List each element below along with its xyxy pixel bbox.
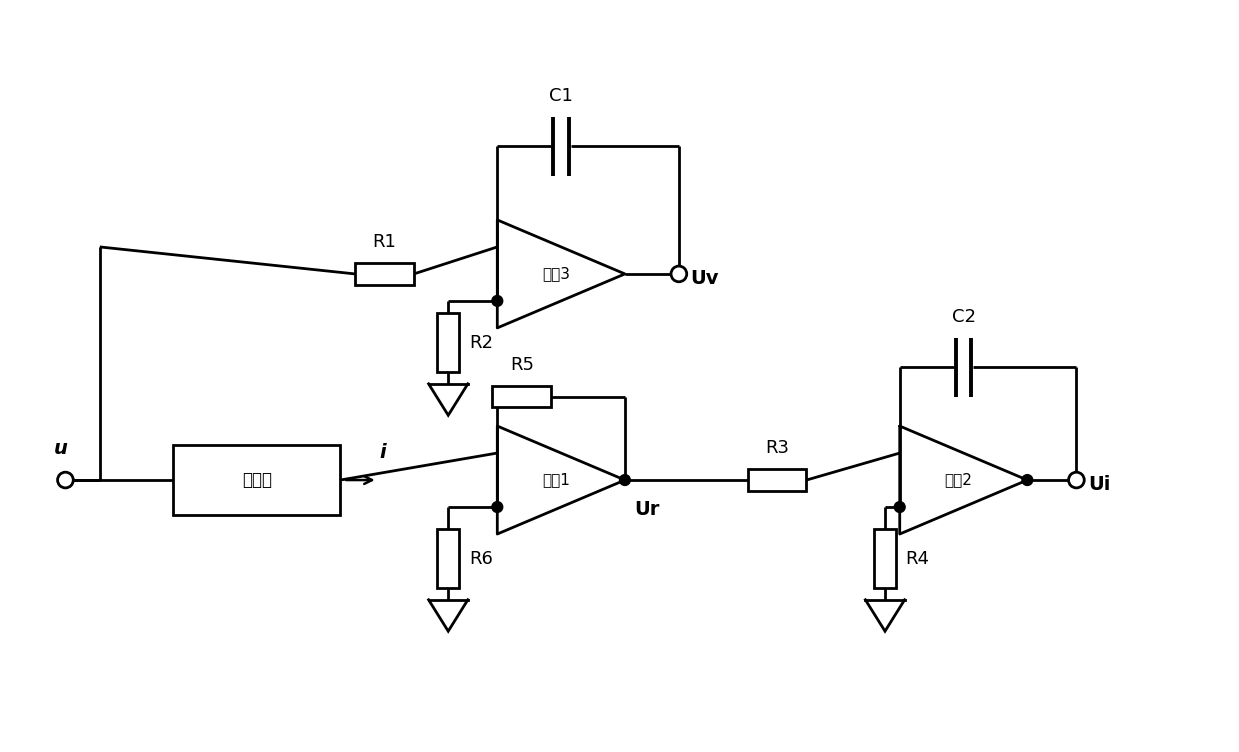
Circle shape xyxy=(895,502,906,512)
Text: 运放2: 运放2 xyxy=(944,472,973,487)
Text: Ui: Ui xyxy=(1088,475,1110,495)
Circle shape xyxy=(1022,475,1033,486)
Circle shape xyxy=(492,502,503,512)
Bar xyxy=(356,263,414,285)
Bar xyxy=(747,469,807,491)
Circle shape xyxy=(492,296,503,306)
Circle shape xyxy=(1068,472,1084,488)
Text: R2: R2 xyxy=(468,334,493,352)
Text: C1: C1 xyxy=(549,87,572,105)
Circle shape xyxy=(672,266,686,282)
Text: R1: R1 xyxy=(373,233,396,251)
Text: R5: R5 xyxy=(509,356,534,374)
Bar xyxy=(437,313,458,372)
Circle shape xyxy=(57,472,73,488)
Text: i: i xyxy=(379,444,385,462)
Bar xyxy=(173,444,341,515)
Circle shape xyxy=(620,475,631,486)
Text: R4: R4 xyxy=(906,550,929,568)
Bar xyxy=(437,529,458,588)
Text: R6: R6 xyxy=(468,550,493,568)
Text: Uv: Uv xyxy=(690,269,719,288)
Text: Ur: Ur xyxy=(634,499,660,519)
Text: 电导池: 电导池 xyxy=(242,471,271,489)
Bar xyxy=(492,386,551,408)
Bar xyxy=(875,529,896,588)
Text: 运放1: 运放1 xyxy=(543,472,570,487)
Text: C2: C2 xyxy=(952,308,975,326)
Text: R3: R3 xyxy=(764,439,789,457)
Text: u: u xyxy=(53,439,67,459)
Text: 运放3: 运放3 xyxy=(543,266,570,281)
